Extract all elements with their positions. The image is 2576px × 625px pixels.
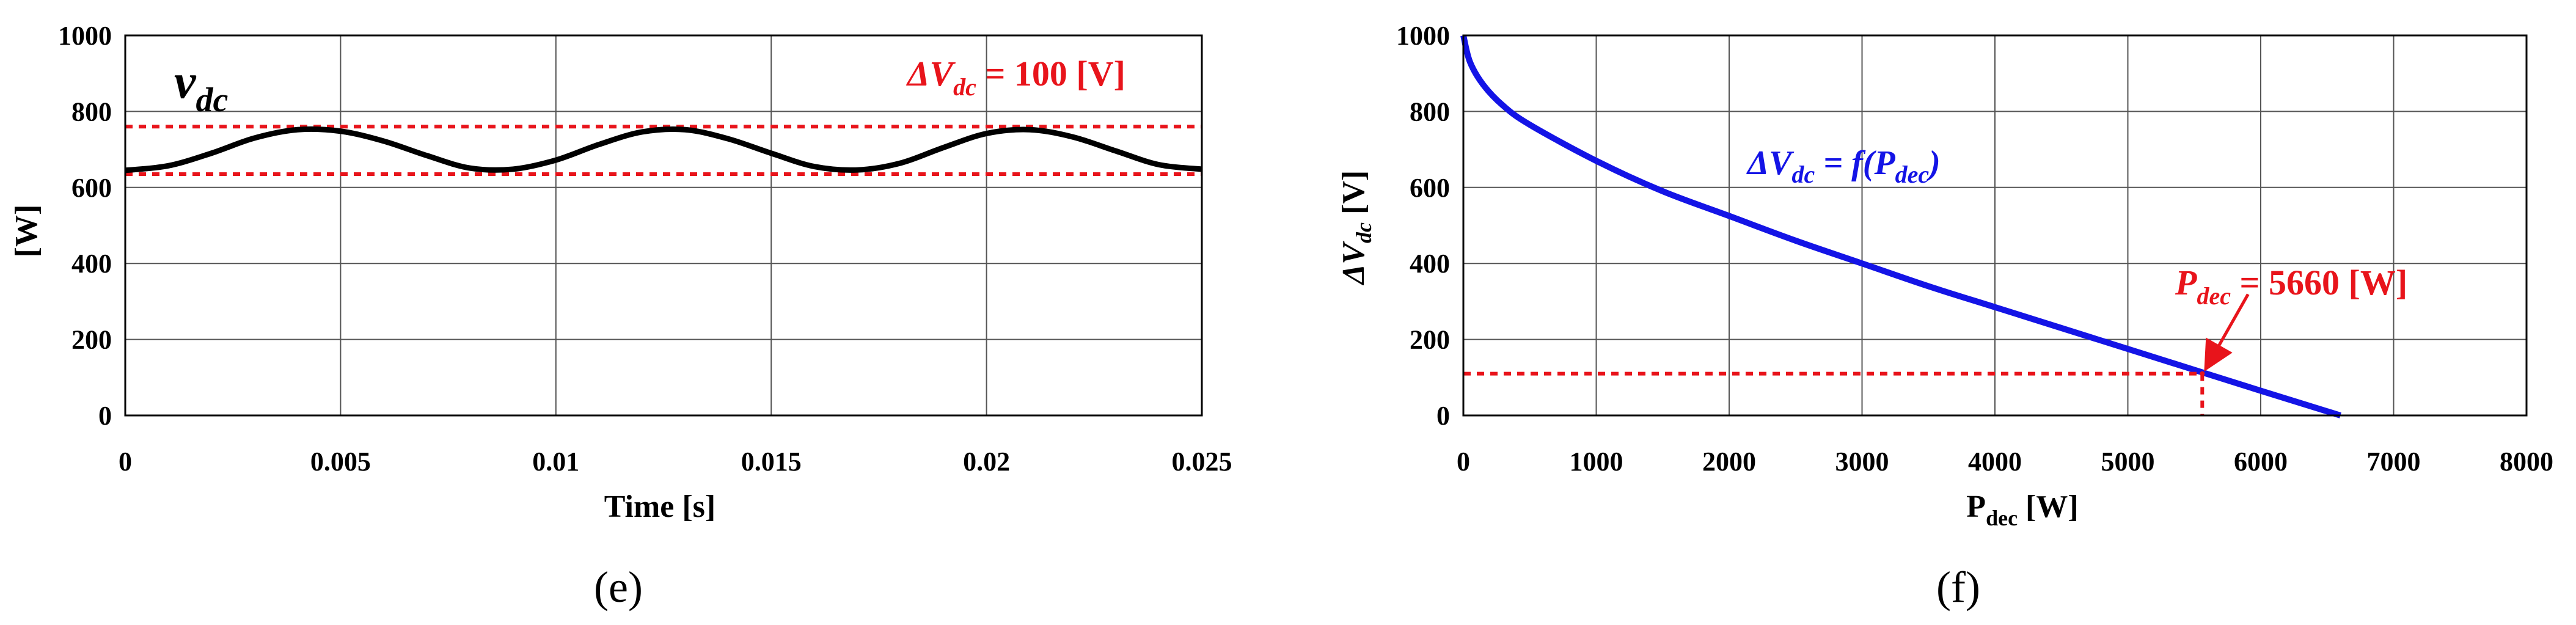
chart-f-y-tick-label: 200 <box>1410 325 1450 355</box>
panel-label-e: (e) <box>594 563 643 612</box>
chart-e-x-tick-label: 0.01 <box>532 447 579 477</box>
chart-e-x-tick-labels: 0 0.005 0.01 0.015 0.02 0.025 <box>119 447 1232 477</box>
chart-f-y-label-sub: dc <box>1352 222 1376 243</box>
chart-f-x-tick-label: 0 <box>1457 447 1470 477</box>
chart-f-annotation-sub: dec <box>2197 282 2231 310</box>
chart-f-curve-label-sub1: dc <box>1791 161 1815 188</box>
chart-f: 0 1000 2000 3000 4000 5000 6000 7000 8000 0 200 40… <box>1336 21 2553 612</box>
chart-e-x-tick-label: 0.025 <box>1172 447 1232 477</box>
chart-e-x-tick-label: 0.015 <box>741 447 802 477</box>
chart-e-vdc-signal-line <box>125 126 1202 174</box>
chart-e-y-tick-labels: 0 200 400 600 800 1000 <box>58 21 112 431</box>
chart-e-frame <box>124 34 1203 417</box>
chart-e-y-tick-label: 0 <box>98 401 112 431</box>
chart-f-pdec-annotation: Pdec = 5660 [W] <box>2175 263 2407 310</box>
chart-e-y-tick-label: 400 <box>71 249 112 279</box>
chart-e-y-tick-label: 800 <box>71 97 112 126</box>
chart-f-y-tick-label: 800 <box>1410 97 1450 126</box>
chart-f-x-tick-label: 3000 <box>1835 447 1889 477</box>
chart-f-x-axis-label: Pdec [W] <box>1966 489 2078 530</box>
chart-f-x-tick-label: 2000 <box>1702 447 1756 477</box>
chart-f-y-tick-labels: 0 200 400 600 800 1000 <box>1396 21 1450 431</box>
chart-f-x-tick-label: 8000 <box>2500 447 2553 477</box>
chart-e-y-tick-label: 600 <box>71 173 112 203</box>
chart-f-y-label-prefix: ΔV <box>1336 241 1371 286</box>
chart-f-annotation-rest: = 5660 [W] <box>2231 263 2407 302</box>
chart-f-marker-lines <box>1463 371 2205 415</box>
chart-f-frame <box>1462 34 2528 417</box>
chart-f-annotation-arrow <box>2204 293 2250 372</box>
chart-f-marker-point <box>2200 371 2205 376</box>
chart-e-x-tick-label: 0.005 <box>310 447 371 477</box>
chart-f-x-tick-labels: 0 1000 2000 3000 4000 5000 6000 7000 8000 <box>1457 447 2553 477</box>
chart-e-y-tick-label: 1000 <box>58 21 112 51</box>
chart-e-y-tick-label: 200 <box>71 325 112 355</box>
chart-f-deltav-curve <box>1460 34 2341 418</box>
chart-f-x-tick-label: 5000 <box>2101 447 2155 477</box>
chart-e-delta-annotation: ΔVdc = 100 [V] <box>906 54 1125 101</box>
chart-f-x-tick-label: 1000 <box>1570 447 1623 477</box>
chart-f-y-tick-label: 1000 <box>1396 21 1450 51</box>
panel-label-f: (f) <box>1936 563 1980 612</box>
chart-f-x-label-main: P <box>1966 489 1986 524</box>
chart-e-signal-label: vdc <box>174 55 229 119</box>
chart-f-x-tick-label: 4000 <box>1968 447 2022 477</box>
chart-e-annotation-sub: dc <box>953 73 976 101</box>
chart-f-curve-label: ΔVdc = f(Pdec) <box>1746 144 1941 188</box>
chart-e-x-tick-label: 0.02 <box>963 447 1010 477</box>
chart-f-y-label-suffix: [V] <box>1336 170 1371 222</box>
chart-f-annotation-main: P <box>2175 263 2197 302</box>
chart-f-curve-label-end: ) <box>1926 144 1941 182</box>
chart-f-y-tick-label: 0 <box>1436 401 1450 431</box>
chart-f-y-tick-label: 400 <box>1410 249 1450 279</box>
chart-e-signal-label-main: v <box>174 55 197 109</box>
chart-e-x-axis-label: Time [s] <box>604 489 715 524</box>
chart-f-y-tick-label: 600 <box>1410 173 1450 203</box>
chart-e-signal-label-sub: dc <box>196 81 229 119</box>
chart-e: 0 0.005 0.01 0.015 0.02 0.025 0 200 400 600 800 10… <box>9 21 1232 612</box>
chart-f-x-label-sub: dec <box>1986 506 2018 530</box>
chart-f-x-tick-label: 7000 <box>2367 447 2421 477</box>
chart-e-annotation-suffix: = 100 [V] <box>976 54 1125 93</box>
chart-f-x-label-rest: [W] <box>2018 489 2079 524</box>
chart-e-annotation-prefix: ΔV <box>906 54 956 93</box>
chart-f-y-axis-label: ΔVdc [V] <box>1336 170 1376 285</box>
chart-f-curve-label-mid: = f(P <box>1815 144 1895 182</box>
chart-e-x-tick-label: 0 <box>119 447 132 477</box>
chart-f-curve-label-prefix: ΔV <box>1746 144 1795 182</box>
chart-e-y-axis-label: [W] <box>9 205 44 258</box>
chart-e-plot-area <box>125 35 1202 415</box>
chart-f-x-tick-label: 6000 <box>2234 447 2288 477</box>
chart-f-curve-label-sub2: dec <box>1895 161 1930 188</box>
